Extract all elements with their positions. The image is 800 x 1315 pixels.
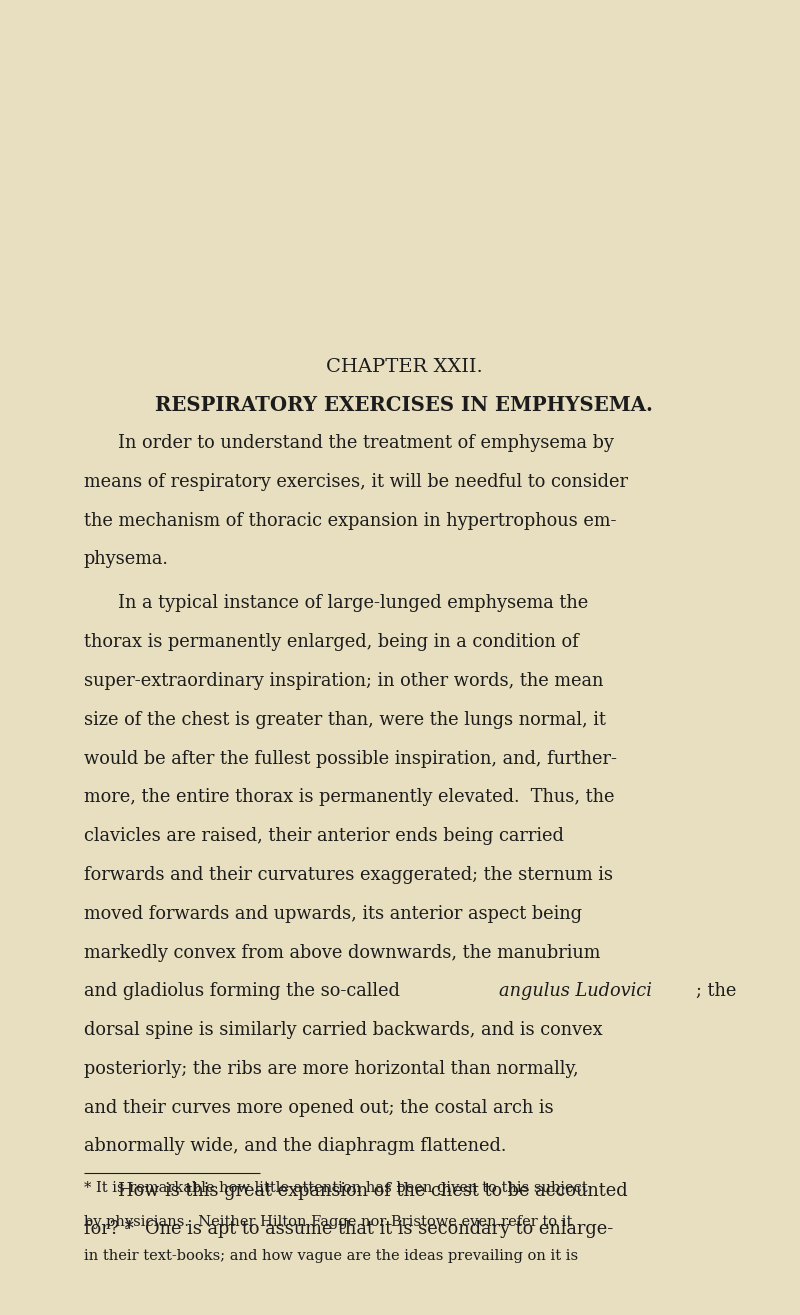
Text: dorsal spine is similarly carried backwards, and is convex: dorsal spine is similarly carried backwa…: [84, 1020, 602, 1039]
Text: * It is remarkable how little attention has been given to this subject: * It is remarkable how little attention …: [84, 1181, 588, 1195]
Text: the mechanism of thoracic expansion in hypertrophous em-: the mechanism of thoracic expansion in h…: [84, 512, 617, 530]
Text: markedly convex from above downwards, the manubrium: markedly convex from above downwards, th…: [84, 943, 600, 961]
Text: physema.: physema.: [84, 550, 169, 568]
Text: and gladiolus forming the so-called: and gladiolus forming the so-called: [84, 982, 406, 1001]
Text: CHAPTER XXII.: CHAPTER XXII.: [326, 358, 482, 376]
Text: posteriorly; the ribs are more horizontal than normally,: posteriorly; the ribs are more horizonta…: [84, 1060, 578, 1078]
Text: thorax is permanently enlarged, being in a condition of: thorax is permanently enlarged, being in…: [84, 633, 578, 651]
Text: and their curves more opened out; the costal arch is: and their curves more opened out; the co…: [84, 1098, 554, 1116]
Text: In a typical instance of large-lunged emphysema the: In a typical instance of large-lunged em…: [118, 594, 588, 613]
Text: size of the chest is greater than, were the lungs normal, it: size of the chest is greater than, were …: [84, 710, 606, 729]
Text: in their text-books; and how vague are the ideas prevailing on it is: in their text-books; and how vague are t…: [84, 1249, 578, 1264]
Text: would be after the fullest possible inspiration, and, further-: would be after the fullest possible insp…: [84, 750, 617, 768]
Text: In order to understand the treatment of emphysema by: In order to understand the treatment of …: [118, 434, 614, 452]
Text: more, the entire thorax is permanently elevated.  Thus, the: more, the entire thorax is permanently e…: [84, 788, 614, 806]
Text: forwards and their curvatures exaggerated; the sternum is: forwards and their curvatures exaggerate…: [84, 865, 613, 884]
Text: RESPIRATORY EXERCISES IN EMPHYSEMA.: RESPIRATORY EXERCISES IN EMPHYSEMA.: [155, 394, 653, 414]
Text: means of respiratory exercises, it will be needful to consider: means of respiratory exercises, it will …: [84, 473, 628, 490]
Text: moved forwards and upwards, its anterior aspect being: moved forwards and upwards, its anterior…: [84, 905, 582, 923]
Text: super-extraordinary inspiration; in other words, the mean: super-extraordinary inspiration; in othe…: [84, 672, 603, 690]
Text: ; the: ; the: [696, 982, 737, 1001]
Text: for? *  One is apt to assume that it is secondary to enlarge-: for? * One is apt to assume that it is s…: [84, 1220, 614, 1239]
Text: clavicles are raised, their anterior ends being carried: clavicles are raised, their anterior end…: [84, 827, 564, 846]
Text: abnormally wide, and the diaphragm flattened.: abnormally wide, and the diaphragm flatt…: [84, 1137, 506, 1156]
Text: by physicians.  Neither Hilton Fagge nor Bristowe even refer to it: by physicians. Neither Hilton Fagge nor …: [84, 1215, 572, 1230]
Text: How is this great expansion of the chest to be accounted: How is this great expansion of the chest…: [118, 1181, 627, 1199]
Text: angulus Ludovici: angulus Ludovici: [499, 982, 652, 1001]
